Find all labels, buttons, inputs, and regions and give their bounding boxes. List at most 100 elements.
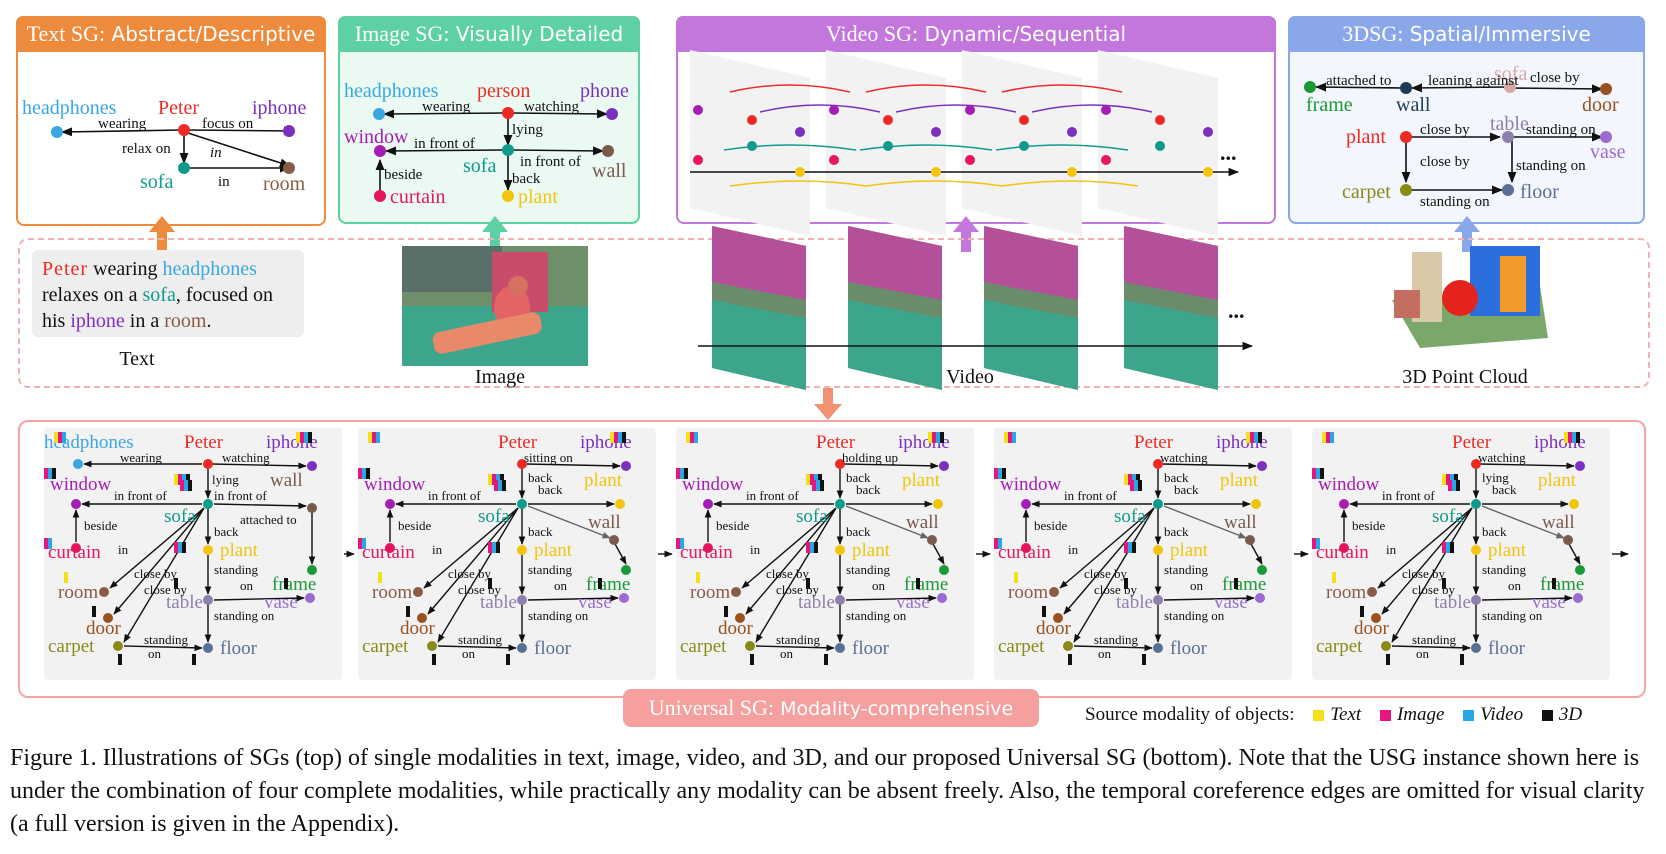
legend-video: Video <box>1480 704 1524 725</box>
usg-node-carpet <box>113 641 123 651</box>
3d-vase-label: vase <box>1590 141 1626 163</box>
usg-edge-label: beside <box>84 518 117 533</box>
modality-badge <box>1454 474 1458 485</box>
image-edge-lying: lying <box>512 122 543 138</box>
usg-node-curtain <box>71 543 81 553</box>
legend-3d-swatch <box>1541 710 1553 722</box>
usg-edge-label: in <box>118 542 129 557</box>
usg-edge <box>1391 644 1471 652</box>
usg-edge <box>755 644 835 652</box>
usg-label-window: window <box>1318 474 1380 495</box>
image-input-label: Image <box>475 366 525 388</box>
modality-badge <box>506 654 510 665</box>
usg-label-curtain: curtain <box>998 542 1051 563</box>
usg-node-frame <box>1575 565 1585 575</box>
usg-down-arrow-svg <box>814 388 842 420</box>
text-edge-in2: in <box>218 174 230 190</box>
image-up-arrow <box>482 216 508 252</box>
modality-badge <box>64 572 68 583</box>
usg-edge <box>845 505 929 539</box>
usg-title: Universal SG: Modality-comprehensive <box>623 689 1039 727</box>
usg-node-frame <box>307 565 317 575</box>
usg-title-suffix: Modality-comprehensive <box>780 698 1014 720</box>
modality-badge <box>696 572 700 583</box>
video-input-label: Video <box>946 366 994 388</box>
usg-label-sofa: sofa <box>1432 506 1464 527</box>
modality-badge <box>1002 468 1006 479</box>
usg-node-plant <box>835 545 845 555</box>
usg-node-room <box>1049 587 1059 597</box>
modality-badge <box>1312 468 1316 479</box>
usg-edge <box>1249 541 1263 565</box>
usg-edge-label: close by <box>134 566 177 581</box>
text-word-headphones: headphones <box>162 258 257 280</box>
modality-badge <box>814 474 818 485</box>
text-word: relaxes on a <box>42 284 143 306</box>
video-input-ellipsis: ... <box>1228 298 1245 323</box>
usg-edge <box>437 644 517 652</box>
modality-badge <box>496 542 500 553</box>
usg-node-curtain <box>703 543 713 553</box>
modality-badge <box>1136 474 1140 485</box>
usg-edge <box>1161 462 1257 470</box>
usg-node-iphone <box>1575 461 1585 471</box>
usg-edge-label: in front of <box>1382 488 1435 503</box>
usg-label-carpet: carpet <box>998 636 1045 657</box>
text-word-peter: Peter <box>42 258 89 280</box>
modality-badge <box>806 474 810 485</box>
usg-label-plant-top: plant <box>1538 470 1577 491</box>
usg-label-wall: wall <box>906 512 939 533</box>
modality-badge <box>362 468 366 479</box>
usg-label-sofa: sofa <box>164 506 196 527</box>
usg-node-wall <box>927 535 937 545</box>
text-peter-label: Peter <box>158 97 199 119</box>
usg-node-floor <box>1471 643 1481 653</box>
modality-badge <box>174 578 178 589</box>
usg-label-vase: vase <box>1214 592 1248 613</box>
modality-badge <box>1124 474 1128 485</box>
usg-node-carpet <box>1063 641 1073 651</box>
modality-badge <box>48 538 52 549</box>
3d-edge-standing-on-2: standing on <box>1516 158 1586 174</box>
usg-label-wall: wall <box>1224 512 1257 533</box>
usg-label-carpet: carpet <box>1316 636 1363 657</box>
modality-badge <box>362 538 366 549</box>
usg-node-door <box>1053 613 1063 623</box>
modality-badge <box>940 432 944 443</box>
usg-frame-2 <box>358 428 656 680</box>
usg-edge-label: standing on <box>528 608 589 623</box>
usg-edge <box>437 507 519 643</box>
usg-edge-label: back <box>1492 482 1517 497</box>
usg-label-curtain: curtain <box>1316 542 1369 563</box>
text-peter-node <box>178 124 190 136</box>
usg-node-window <box>385 499 395 509</box>
usg-edge-label: holding up <box>842 450 898 465</box>
usg-node-iphone <box>939 461 949 471</box>
modality-badge <box>1442 578 1446 589</box>
usg-node-floor <box>517 643 527 653</box>
modality-badge <box>1572 432 1576 443</box>
usg-label-table: table <box>480 592 517 613</box>
usg-edge-label: in front of <box>746 488 799 503</box>
usg-node-wall <box>307 503 317 513</box>
modality-badge <box>750 654 754 665</box>
usg-edge-label: back <box>528 470 553 485</box>
modality-badge <box>814 542 818 553</box>
usg-edge <box>1073 644 1153 652</box>
usg-node-room <box>413 587 423 597</box>
video-sg-panel: Video SG: Dynamic/Sequential <box>676 16 1276 224</box>
text-word-room: room <box>164 310 207 332</box>
usg-label-window: window <box>682 474 744 495</box>
usg-edge <box>845 594 937 602</box>
usg-edge-label: beside <box>1352 518 1385 533</box>
usg-edge-label: watching <box>1478 450 1526 465</box>
usg-node-plant <box>1471 545 1481 555</box>
usg-label-table: table <box>1116 592 1153 613</box>
3d-door-label: door <box>1582 94 1619 116</box>
usg-node-sofa <box>1471 499 1481 509</box>
usg-edge <box>613 541 627 565</box>
usg-edge-label: on <box>872 578 886 593</box>
figure-caption: Figure 1. Illustrations of SGs (top) of … <box>10 745 1645 837</box>
3d-table-label: table <box>1490 113 1529 135</box>
